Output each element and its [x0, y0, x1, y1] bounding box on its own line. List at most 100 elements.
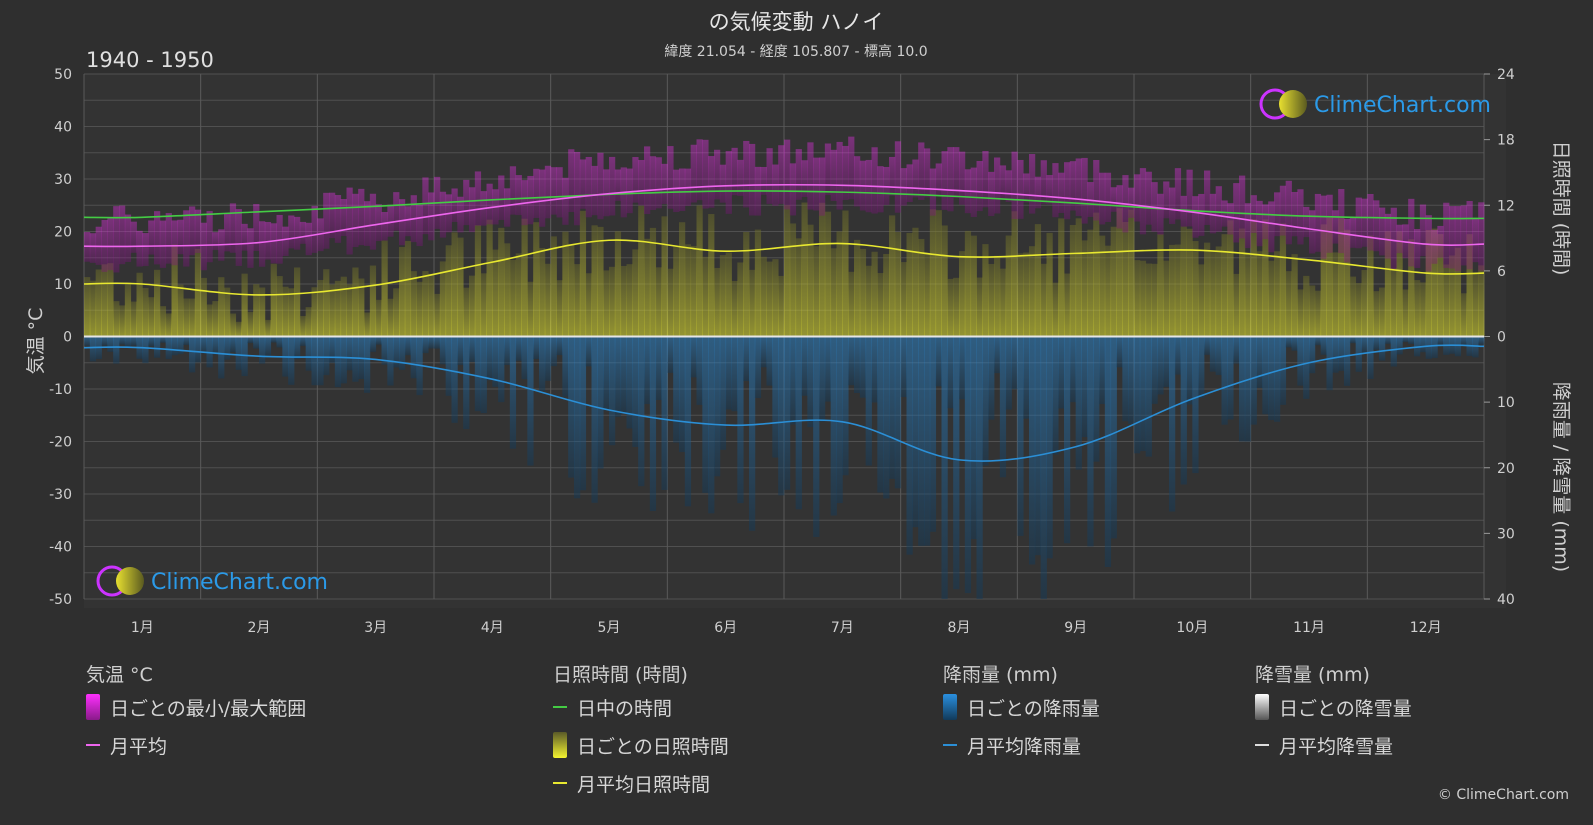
- swatch: [553, 706, 567, 708]
- daily-rain-bar: [690, 336, 697, 378]
- daily-rain-bar: [1081, 336, 1088, 438]
- daily-rain-bar: [1431, 336, 1438, 358]
- daily-sunshine-bar: [1262, 219, 1269, 337]
- daily-temp-range-bar: [1163, 181, 1170, 219]
- daily-rain-bar: [1320, 336, 1327, 355]
- daily-rain-bar: [976, 336, 983, 599]
- daily-sunshine-bar: [119, 305, 126, 337]
- daily-temp-range-bar: [935, 163, 942, 196]
- daily-rain-bar: [999, 336, 1007, 478]
- daily-rain-bar: [294, 336, 301, 360]
- daily-sunshine-bar: [486, 219, 493, 337]
- daily-rain-bar: [1034, 336, 1042, 556]
- daily-temp-range-bar: [416, 204, 423, 247]
- daily-temp-range-bar: [743, 140, 750, 208]
- daily-sunshine-bar: [1367, 235, 1374, 337]
- daily-temp-range-bar: [1209, 193, 1217, 234]
- y-left-tick-label: -50: [49, 592, 72, 608]
- daily-temp-range-bar: [1052, 163, 1059, 218]
- daily-sunshine-bar: [603, 270, 610, 337]
- daily-rain-bar: [1163, 336, 1170, 387]
- daily-sunshine-bar: [381, 240, 388, 337]
- daily-rain-bar: [288, 336, 295, 385]
- daily-temp-range-bar: [638, 160, 645, 206]
- daily-sunshine-bar: [708, 214, 715, 337]
- daily-rain-bar: [1227, 336, 1234, 420]
- daily-rain-bar: [334, 336, 342, 388]
- daily-rain-bar: [439, 336, 447, 365]
- swatch: [943, 744, 957, 746]
- daily-temp-range-bar: [644, 146, 651, 215]
- daily-rain-bar: [469, 336, 476, 363]
- daily-sunshine-bar: [795, 238, 802, 337]
- daily-temp-range-bar: [1040, 160, 1047, 204]
- daily-sunshine-bar: [1011, 211, 1018, 337]
- daily-rain-bar: [667, 336, 674, 373]
- daily-sunshine-bar: [900, 262, 907, 337]
- daily-rain-bar: [1064, 336, 1071, 544]
- daily-temp-range-bar: [1262, 204, 1269, 240]
- daily-temp-range-bar: [1449, 206, 1456, 269]
- daily-temp-range-bar: [894, 141, 902, 213]
- daily-temp-range-bar: [988, 171, 995, 217]
- daily-temp-range-bar: [515, 175, 522, 216]
- daily-rain-bar: [1460, 336, 1467, 346]
- daily-sunshine-bar: [766, 261, 773, 337]
- daily-sunshine-bar: [1349, 276, 1357, 337]
- daily-temp-range-bar: [393, 192, 400, 231]
- daily-temp-range-bar: [399, 199, 406, 246]
- daily-rain-bar: [795, 336, 802, 510]
- legend-snow: 降雪量 (mm) 日ごとの降雪量 月平均降雪量: [1255, 660, 1412, 764]
- daily-sunshine-bar: [434, 293, 441, 337]
- daily-temp-range-bar: [1157, 193, 1164, 235]
- daily-rain-bar: [935, 336, 942, 387]
- x-tick-label: 7月: [831, 620, 854, 636]
- daily-sunshine-bar: [1268, 260, 1275, 337]
- daily-sunshine-bar: [1058, 218, 1065, 337]
- daily-sunshine-bar: [1034, 224, 1042, 337]
- daily-temp-range-bar: [556, 167, 563, 218]
- daily-sunshine-bar: [1390, 268, 1397, 337]
- daily-sunshine-bar: [719, 255, 727, 337]
- daily-sunshine-bar: [772, 259, 779, 337]
- daily-rain-bar: [585, 336, 592, 367]
- daily-temp-range-bar: [655, 157, 662, 209]
- daily-temp-range-bar: [1408, 198, 1415, 267]
- y-right-top-tick-label: 18: [1497, 133, 1515, 149]
- daily-sunshine-bar: [550, 236, 557, 337]
- y-left-label: 気温 °C: [25, 308, 47, 375]
- daily-temp-range-bar: [603, 169, 610, 217]
- daily-sunshine-bar: [264, 319, 272, 337]
- daily-temp-range-bar: [1093, 160, 1100, 221]
- daily-temp-range-bar: [317, 218, 324, 252]
- daily-rain-bar: [428, 336, 435, 349]
- daily-temp-range-bar: [381, 212, 388, 241]
- logo-sun-icon: [1279, 90, 1307, 118]
- daily-temp-range-bar: [1414, 229, 1421, 269]
- daily-rain-bar: [299, 336, 307, 346]
- daily-rain-bar: [1110, 336, 1117, 539]
- chart-title: の気候変動 ハノイ: [709, 10, 884, 34]
- x-tick-label: 1月: [131, 620, 154, 636]
- y-right-top-tick-label: 12: [1497, 198, 1515, 214]
- daily-sunshine-bar: [1110, 226, 1117, 337]
- daily-rain-bar: [1192, 336, 1199, 474]
- daily-rain-bar: [696, 336, 703, 405]
- daily-rain-bar: [865, 336, 872, 466]
- daily-sunshine-bar: [1396, 231, 1403, 337]
- daily-rain-bar: [556, 336, 563, 356]
- daily-temp-range-bar: [1034, 176, 1042, 209]
- daily-sunshine-bar: [299, 315, 307, 337]
- daily-sunshine-bar: [661, 216, 668, 337]
- daily-sunshine-bar: [410, 271, 417, 337]
- daily-sunshine-bar: [492, 249, 499, 337]
- daily-sunshine-bar: [130, 301, 137, 337]
- daily-rain-bar: [1250, 336, 1257, 425]
- daily-temp-range-bar: [498, 175, 505, 220]
- daily-temp-range-bar: [579, 159, 587, 209]
- daily-sunshine-bar: [171, 244, 178, 337]
- daily-rain-bar: [148, 336, 155, 347]
- daily-temp-range-bar: [1087, 182, 1094, 217]
- daily-temp-range-bar: [1174, 168, 1182, 220]
- daily-temp-range-bar: [340, 199, 347, 237]
